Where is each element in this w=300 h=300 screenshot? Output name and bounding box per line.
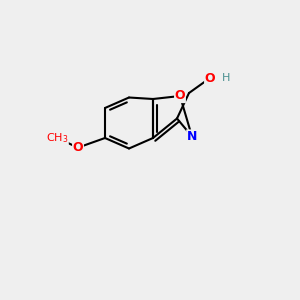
Text: CH$_3$: CH$_3$: [46, 131, 68, 145]
Text: H: H: [222, 73, 230, 83]
Text: O: O: [175, 89, 185, 103]
Text: O: O: [73, 141, 83, 154]
Text: O: O: [205, 71, 215, 85]
Text: N: N: [187, 130, 197, 143]
